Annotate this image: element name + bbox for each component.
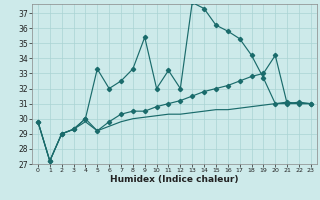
- X-axis label: Humidex (Indice chaleur): Humidex (Indice chaleur): [110, 175, 239, 184]
